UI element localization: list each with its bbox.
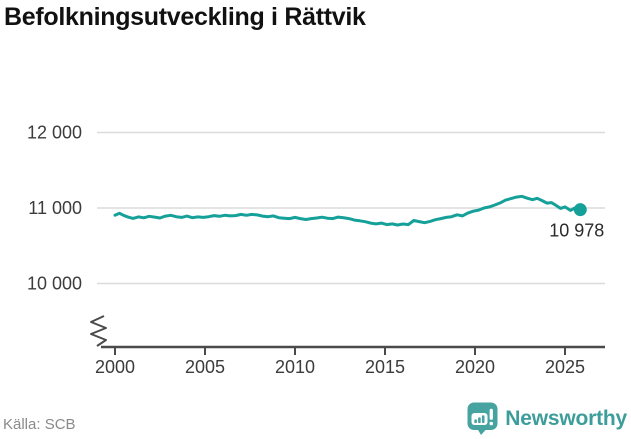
series-line <box>113 194 582 227</box>
y-tick-label: 12 000 <box>27 123 82 143</box>
x-tick-label: 2020 <box>455 357 495 377</box>
x-tick-label: 2015 <box>365 357 405 377</box>
x-axis: 2000 2005 2010 2015 2020 2025 <box>90 315 605 377</box>
newsworthy-badge-icon <box>467 402 498 435</box>
source-note: Källa: SCB <box>3 416 76 433</box>
y-tick-label: 11 000 <box>28 198 82 218</box>
chart-title: Befolkningsutveckling i Rättvik <box>4 3 366 31</box>
series: 10 978 <box>113 194 604 241</box>
x-tick-label: 2010 <box>275 357 315 377</box>
gridlines <box>97 131 605 285</box>
end-value-label: 10 978 <box>549 221 604 241</box>
y-tick-label: 10 000 <box>27 274 82 294</box>
newsworthy-logo: Newsworthy <box>467 402 627 435</box>
y-axis-labels: 12 000 11 000 10 000 <box>27 123 82 294</box>
x-tick-label: 2025 <box>545 357 585 377</box>
axis-break-icon <box>90 315 107 347</box>
x-tick-label: 2000 <box>95 357 135 377</box>
last-data-point <box>573 203 587 217</box>
newsworthy-logo-text: Newsworthy <box>505 406 627 430</box>
x-tick-label: 2005 <box>185 357 225 377</box>
